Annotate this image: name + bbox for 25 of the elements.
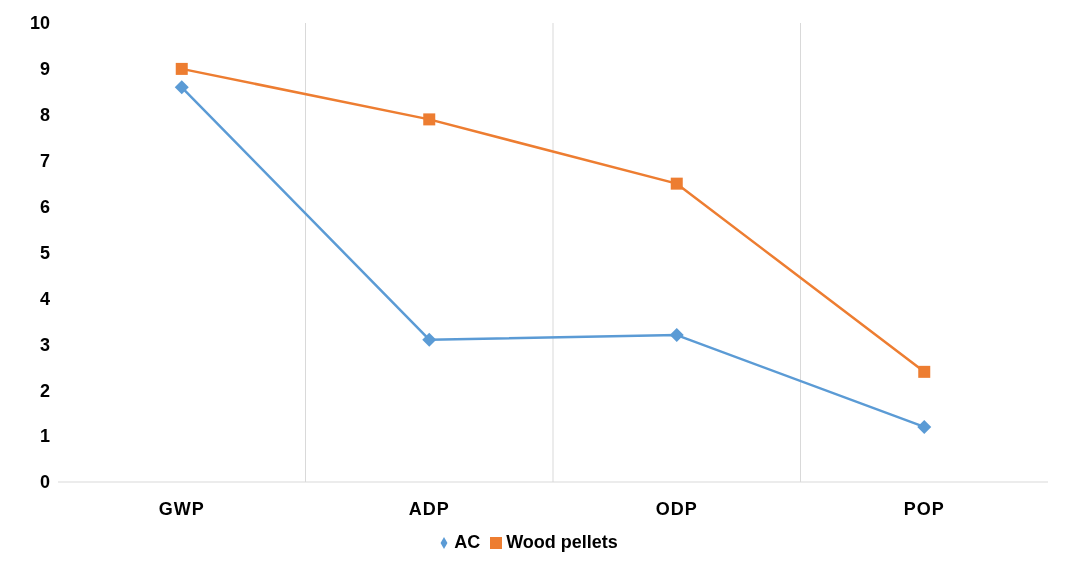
y-tick-label: 1 bbox=[39, 426, 50, 447]
point bbox=[917, 419, 932, 434]
y-tick-label: 8 bbox=[39, 105, 50, 126]
point bbox=[422, 332, 437, 347]
y-tick-label: 5 bbox=[39, 242, 50, 263]
legend-label: Wood pellets bbox=[506, 532, 618, 552]
x-tick-label: ADP bbox=[408, 498, 450, 519]
x-tick-label: POP bbox=[903, 498, 945, 519]
point bbox=[174, 80, 189, 95]
x-tick-label: ODP bbox=[655, 498, 698, 519]
point bbox=[670, 177, 683, 190]
y-tick-label: 6 bbox=[39, 196, 50, 217]
point bbox=[175, 62, 188, 75]
point bbox=[918, 365, 931, 378]
y-tick-label: 3 bbox=[39, 334, 50, 355]
legend-label: AC bbox=[454, 532, 481, 552]
y-tick-label: 4 bbox=[39, 288, 50, 309]
y-tick-label: 2 bbox=[39, 380, 50, 401]
y-tick-label: 0 bbox=[39, 472, 50, 493]
point bbox=[669, 328, 684, 343]
y-tick-label: 7 bbox=[39, 151, 50, 172]
y-tick-label: 9 bbox=[39, 59, 50, 80]
point bbox=[423, 113, 436, 126]
x-tick-label: GWP bbox=[158, 498, 205, 519]
y-tick-label: 10 bbox=[29, 13, 50, 34]
